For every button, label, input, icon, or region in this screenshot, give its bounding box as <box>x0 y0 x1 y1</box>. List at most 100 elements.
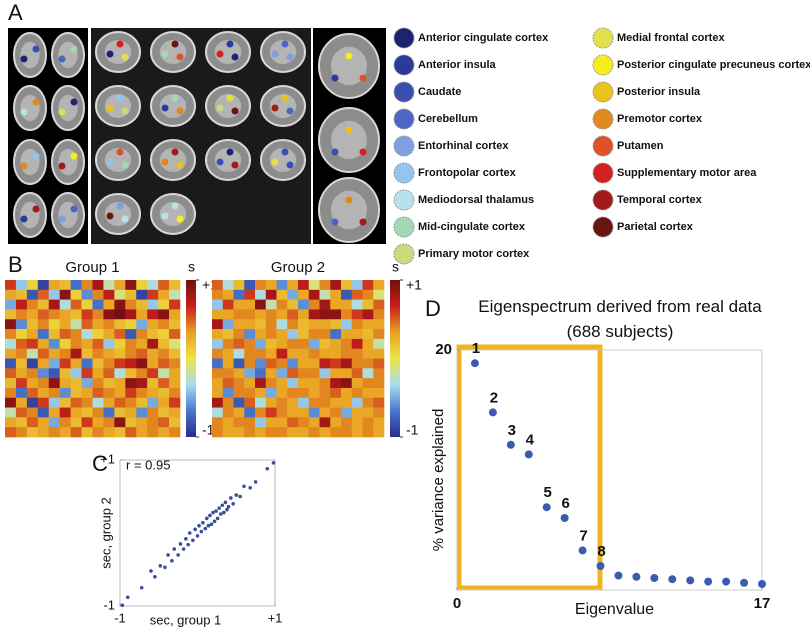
heatmap-cell <box>15 348 28 359</box>
activation <box>20 55 28 63</box>
heatmap-cell <box>103 378 115 389</box>
heatmap-cell <box>147 319 159 330</box>
plot-frame <box>456 349 763 591</box>
heatmap-cell <box>136 309 148 320</box>
heatmap-cell <box>5 338 17 349</box>
heatmap-cell <box>265 280 277 291</box>
heatmap-cell <box>136 338 148 349</box>
heatmap-cell <box>244 338 256 349</box>
heatmap-cell <box>59 329 71 340</box>
heatmap-cell <box>136 358 148 369</box>
heatmap-cell <box>298 329 310 340</box>
heatmap-cell <box>136 387 148 399</box>
panel-label: A <box>8 0 23 25</box>
heatmap-cell <box>15 378 28 389</box>
heatmap-cell <box>15 280 28 291</box>
heatmap-cell <box>37 319 50 330</box>
heatmap-cell <box>319 387 331 399</box>
heatmap-cell <box>92 348 104 359</box>
data-point <box>181 547 186 551</box>
data-point <box>193 527 197 532</box>
data-point <box>170 558 174 563</box>
legend-swatch <box>393 189 415 211</box>
heatmap-cell <box>147 387 159 399</box>
heatmap-cell <box>59 319 71 330</box>
point-label: 4 <box>526 431 535 448</box>
heatmap-cell <box>287 417 299 428</box>
heatmap-cell <box>351 397 363 408</box>
heatmap-cell <box>70 348 82 359</box>
colorbar-tick-label: -1 <box>406 422 419 438</box>
heatmap-cell <box>233 427 245 438</box>
heatmap-cell <box>136 289 148 300</box>
y-tick-label: -1 <box>103 597 115 612</box>
activation <box>331 74 339 82</box>
activation <box>231 53 239 61</box>
heatmap-cell <box>169 417 181 428</box>
activation <box>32 45 40 53</box>
y-tick-label: 20 <box>435 341 452 358</box>
heatmap-cell <box>319 289 331 300</box>
point-label: 8 <box>597 543 605 560</box>
legend-label: Caudate <box>418 86 461 98</box>
heatmap-cell <box>37 378 50 389</box>
heatmap-cell <box>330 368 342 379</box>
heatmap-cell <box>59 358 71 369</box>
heatmap-cell <box>222 407 234 418</box>
heatmap-cell <box>255 378 267 389</box>
heatmap-cell <box>308 407 320 418</box>
data-point <box>704 577 713 586</box>
data-point <box>214 509 218 513</box>
plot-frame <box>119 459 276 607</box>
colorbar <box>390 280 400 437</box>
heatmap-cell <box>233 358 245 369</box>
heatmap-cell <box>26 319 39 330</box>
heatmap-cell <box>158 378 170 389</box>
y-axis-label: % variance explained <box>430 409 447 552</box>
data-point <box>125 595 130 600</box>
colorbar-label: s <box>188 259 195 275</box>
data-point <box>506 440 515 449</box>
heatmap-cell <box>287 368 299 379</box>
heatmap-cell <box>59 368 71 379</box>
heatmap-cell <box>212 397 224 408</box>
legend-label: Anterior insula <box>418 59 497 71</box>
heatmap-cell <box>114 309 126 320</box>
heatmap-cell <box>81 378 93 389</box>
legend-swatch <box>592 81 614 103</box>
heatmap-cell <box>362 427 374 438</box>
data-point <box>191 538 195 543</box>
legend-label: Temporal cortex <box>617 194 703 206</box>
heatmap-cell <box>114 289 126 300</box>
data-point <box>226 504 231 509</box>
colorbar-tick-label: -1 <box>202 422 215 438</box>
activation <box>359 74 367 82</box>
data-point <box>222 510 226 515</box>
heatmap-cell <box>373 348 385 359</box>
legend-label: Anterior cingulate cortex <box>418 32 549 44</box>
legend-swatch <box>393 243 415 265</box>
legend-swatch <box>393 216 415 238</box>
heatmap-cell <box>147 280 159 291</box>
data-point <box>205 516 209 521</box>
data-point <box>758 580 766 588</box>
heatmap-cell <box>81 368 93 379</box>
heatmap-cell <box>233 407 245 418</box>
data-point <box>199 529 204 534</box>
heatmap-cell <box>222 329 234 340</box>
activation <box>345 126 353 134</box>
heatmap-cell <box>212 280 224 291</box>
heatmap-cell <box>212 348 224 359</box>
heatmap-cell <box>212 427 224 438</box>
point-label: 3 <box>508 422 516 439</box>
activation <box>231 161 239 169</box>
point-label: 1 <box>472 340 480 357</box>
heatmap-cell <box>158 309 170 320</box>
activation <box>286 107 294 115</box>
heatmap-cell <box>287 407 299 418</box>
data-point <box>238 494 242 499</box>
heatmap-cell <box>351 309 363 320</box>
colorbar <box>186 280 196 437</box>
heatmap-cell <box>15 299 28 310</box>
data-point <box>176 553 180 557</box>
